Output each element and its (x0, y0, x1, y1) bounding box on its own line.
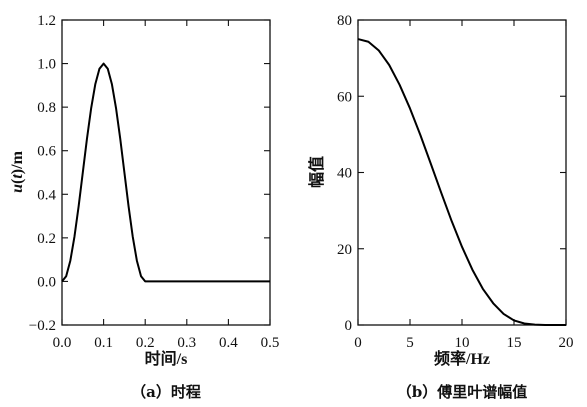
y-tick-label: 0.4 (37, 187, 56, 203)
x-tick-label: 0.0 (53, 335, 72, 351)
y-tick-label: 0.0 (37, 274, 56, 290)
x-tick-label: 10 (455, 335, 470, 351)
panel-b-x-ticks: 0 5 10 15 20 (354, 20, 574, 351)
panel-a: 0.0 0.1 0.2 0.3 0.4 0.5 −0.20.00.20.40.60.81.… (9, 13, 279, 401)
panel-a-x-axis-label: 时间/s (145, 349, 188, 368)
panel-b-y-axis-label: 幅值 (307, 156, 326, 188)
x-tick-label: 5 (406, 335, 414, 351)
x-tick-label: 15 (507, 335, 522, 351)
y-tick-label: −0.2 (29, 318, 56, 334)
y-tick-label: 40 (337, 166, 352, 182)
y-tick-label: 0.2 (37, 231, 56, 247)
panel-a-y-axis-label: u(t)/m (9, 150, 26, 192)
panel-b-x-axis-label: 频率/Hz (434, 349, 490, 368)
x-tick-label: 20 (559, 335, 574, 351)
panel-a-y-ticks: −0.2 0.0 0.2 0.4 0.6 0.8 1.0 1.2 (29, 13, 270, 334)
x-tick-label: 0.1 (94, 335, 113, 351)
y-tick-label: 20 (337, 242, 352, 258)
panel-b-y-ticks: 0 20 40 60 80 (337, 13, 566, 334)
panel-a-x-ticks: 0.0 0.1 0.2 0.3 0.4 0.5 (53, 20, 280, 351)
x-tick-label: 0.2 (136, 335, 155, 351)
y-tick-label: 0.6 (37, 144, 56, 160)
y-tick-label: 60 (337, 89, 352, 105)
y-tick-label: 1.0 (37, 57, 56, 73)
x-tick-label: 0 (354, 335, 362, 351)
panel-b: 0 5 10 15 20 0 20 40 60 80 频率/Hz 幅值 （b）傅里叶谱幅值 (307, 13, 574, 401)
x-tick-label: 0.4 (219, 335, 238, 351)
y-tick-label: 80 (337, 13, 352, 29)
x-tick-label: 0.3 (177, 335, 196, 351)
panel-a-frame (61, 19, 271, 326)
panel-a-caption: （a）时程 (131, 383, 201, 401)
y-tick-label: 0.8 (37, 100, 56, 116)
panel-a-series-line (61, 62, 270, 283)
panel-b-caption: （b）傅里叶谱幅值 (397, 383, 528, 401)
x-tick-label: 0.5 (261, 335, 280, 351)
y-tick-label: 0 (345, 318, 353, 334)
panel-b-series-line (357, 38, 566, 326)
y-tick-label: 1.2 (37, 13, 56, 29)
